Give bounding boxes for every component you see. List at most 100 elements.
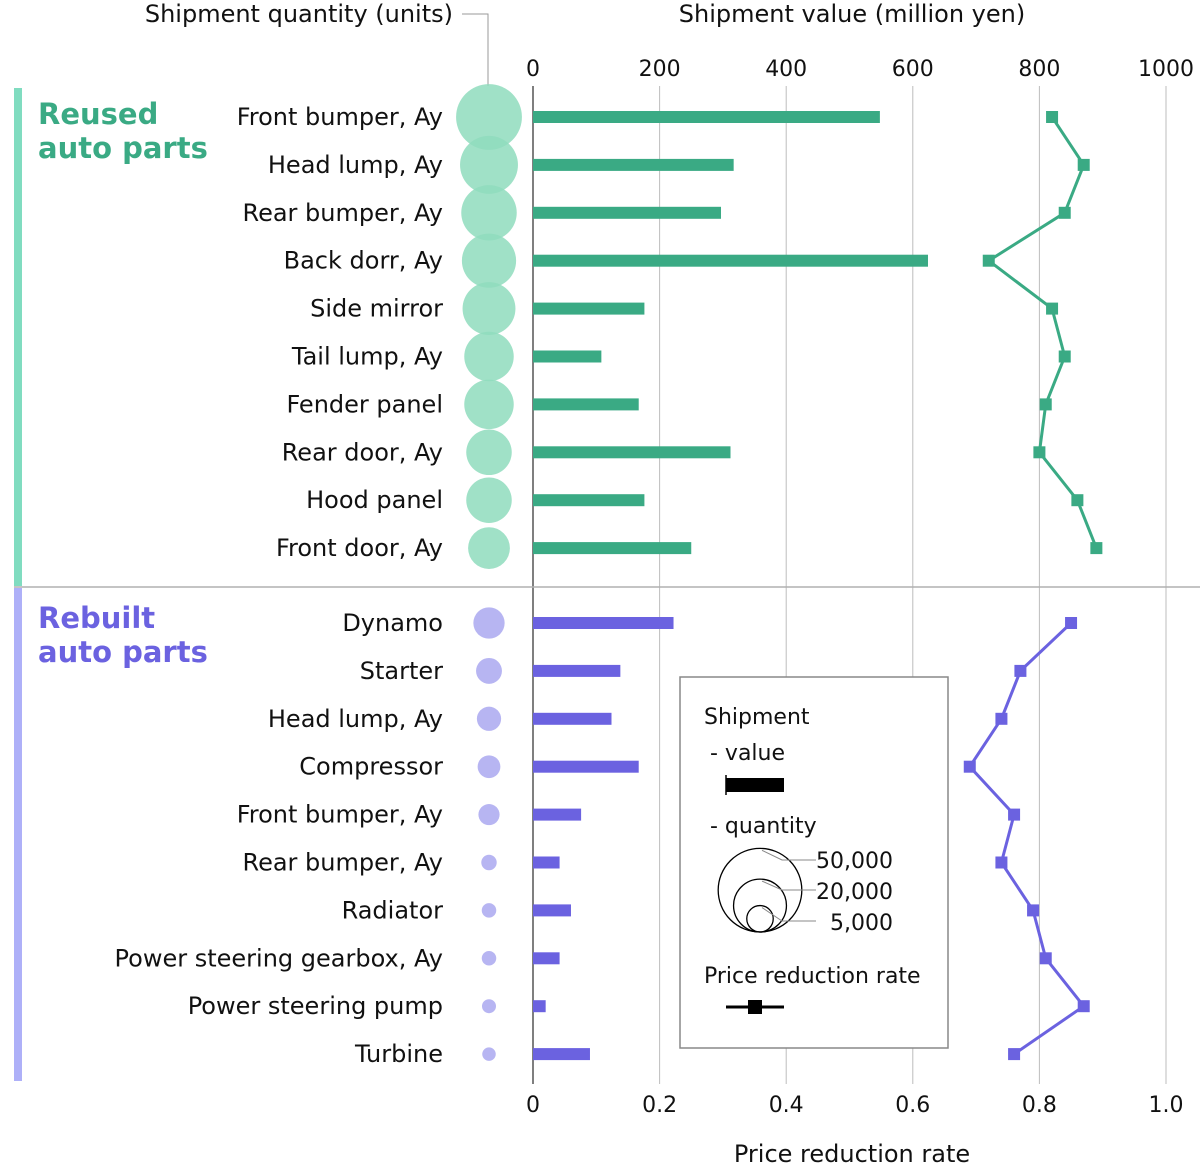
top-tick-label: 600 <box>892 57 934 82</box>
legend-rate-marker <box>748 1000 762 1014</box>
rebuilt-group-stripe <box>14 588 22 1081</box>
value-bar <box>533 494 645 507</box>
row-label: Side mirror <box>310 295 443 323</box>
quantity-bubble <box>460 135 518 194</box>
rate-marker <box>1033 446 1046 459</box>
row-label: Dynamo <box>342 609 443 637</box>
quantity-bubble <box>476 706 502 731</box>
legend-leader <box>761 907 816 922</box>
legend-quantity-20000: 20,000 <box>816 880 893 905</box>
quantity-bubble <box>478 804 500 826</box>
legend: Shipment - value - quantity 50,000 20,00… <box>679 676 949 1049</box>
rate-marker <box>1071 494 1084 507</box>
reused-group-subtitle: auto parts <box>38 131 208 165</box>
value-bar <box>533 760 639 773</box>
bottom-tick-label: 0 <box>526 1093 540 1118</box>
row-label: Rear bumper, Ay <box>242 849 443 877</box>
value-bar <box>533 158 734 171</box>
quantity-bubble <box>464 331 514 382</box>
row-label: Front bumper, Ay <box>237 103 443 131</box>
quantity-bubble <box>481 854 497 871</box>
row-label: Turbine <box>354 1040 443 1068</box>
row-label: Back dorr, Ay <box>284 247 443 275</box>
row-label: Radiator <box>342 896 444 924</box>
rate-marker <box>1027 904 1040 917</box>
legend-value-label: - value <box>710 741 785 766</box>
bottom-tick-label: 0.2 <box>642 1093 677 1118</box>
bottom-tick-label: 0.4 <box>769 1093 804 1118</box>
rate-marker <box>1039 952 1052 965</box>
quantity-bubble <box>468 527 510 570</box>
rate-line-reused <box>987 116 1098 549</box>
legend-title: Shipment <box>704 705 810 730</box>
value-bar <box>533 617 674 629</box>
legend-quantity-5000: 5,000 <box>830 911 893 936</box>
reused-group-title: Reused <box>38 97 158 131</box>
rate-marker <box>963 760 976 773</box>
rate-marker <box>982 254 995 267</box>
quantity-axis-title: Shipment quantity (units) <box>145 0 453 28</box>
rate-marker <box>1014 664 1027 677</box>
top-axis-ticks: 0 200 400 600 800 1000 <box>526 57 1194 82</box>
rate-marker <box>1058 206 1071 219</box>
row-label: Fender panel <box>286 390 443 418</box>
value-bar <box>533 664 621 677</box>
gridlines <box>532 86 1167 1084</box>
rate-marker <box>1058 350 1071 363</box>
value-bar <box>533 446 731 459</box>
value-bar <box>533 904 571 917</box>
rate-marker <box>995 712 1008 725</box>
top-tick-label: 1000 <box>1138 57 1194 82</box>
data-rows: Front bumper, Ay Head lump, Ay Rear bumper… <box>115 84 928 1068</box>
quantity-bubble <box>481 951 497 966</box>
rate-marker <box>1077 158 1090 171</box>
quantity-bubble <box>476 657 502 684</box>
quantity-bubble <box>481 903 497 918</box>
value-bar <box>533 1000 546 1013</box>
row-label: Head lump, Ay <box>268 705 443 733</box>
row-label: Hood panel <box>306 486 443 514</box>
value-bar <box>533 254 928 267</box>
quantity-bubble <box>482 999 496 1014</box>
legend-circle-5000 <box>746 904 774 933</box>
row-label: Power steering pump <box>188 992 443 1020</box>
bottom-tick-label: 0.6 <box>895 1093 930 1118</box>
rate-marker <box>1046 111 1059 123</box>
row-label: Head lump, Ay <box>268 151 443 179</box>
rate-marker <box>1090 542 1103 555</box>
top-tick-label: 800 <box>1018 57 1060 82</box>
row-label: Starter <box>360 657 443 685</box>
quantity-bubble <box>466 429 512 476</box>
quantity-bubble <box>461 233 517 288</box>
row-label: Compressor <box>299 753 443 781</box>
quantity-bubble <box>464 379 514 430</box>
rebuilt-group-subtitle: auto parts <box>38 635 208 669</box>
quantity-bubble <box>456 84 522 150</box>
quantity-bubble <box>473 607 505 639</box>
value-bar <box>533 952 560 965</box>
rate-marker <box>1046 302 1059 315</box>
rebuilt-group-title: Rebuilt <box>38 601 155 635</box>
legend-rate-label: Price reduction rate <box>704 964 921 989</box>
value-bar <box>533 398 639 411</box>
quantity-bubble <box>482 1047 496 1061</box>
rate-marker <box>1065 617 1078 629</box>
value-bar <box>533 111 880 123</box>
row-label: Tail lump, Ay <box>291 343 443 371</box>
legend-quantity-50000: 50,000 <box>816 849 893 874</box>
row-label: Rear bumper, Ay <box>242 199 443 227</box>
top-tick-label: 200 <box>639 57 681 82</box>
legend-leader <box>761 880 816 891</box>
top-tick-label: 0 <box>526 57 540 82</box>
value-bar <box>533 206 722 219</box>
quantity-bubble <box>477 755 501 779</box>
row-label: Power steering gearbox, Ay <box>115 944 443 972</box>
value-bar <box>533 1048 590 1061</box>
rate-marker <box>1008 808 1021 821</box>
value-bar <box>533 302 645 315</box>
bottom-axis-ticks: 0 0.2 0.4 0.6 0.8 1.0 <box>526 1093 1184 1118</box>
row-label: Front door, Ay <box>276 534 443 562</box>
rate-line-rebuilt <box>968 621 1086 1056</box>
bottom-tick-label: 0.8 <box>1022 1093 1057 1118</box>
